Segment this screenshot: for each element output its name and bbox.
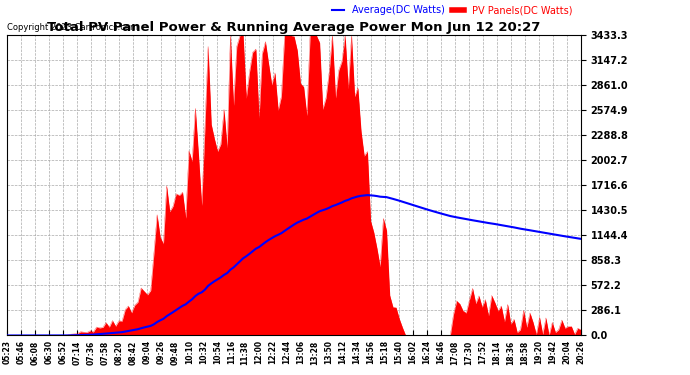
Legend: Average(DC Watts), PV Panels(DC Watts): Average(DC Watts), PV Panels(DC Watts) xyxy=(328,1,576,19)
Text: Copyright 2023 Cartronics.com: Copyright 2023 Cartronics.com xyxy=(8,24,139,33)
Title: Total PV Panel Power & Running Average Power Mon Jun 12 20:27: Total PV Panel Power & Running Average P… xyxy=(48,21,541,34)
